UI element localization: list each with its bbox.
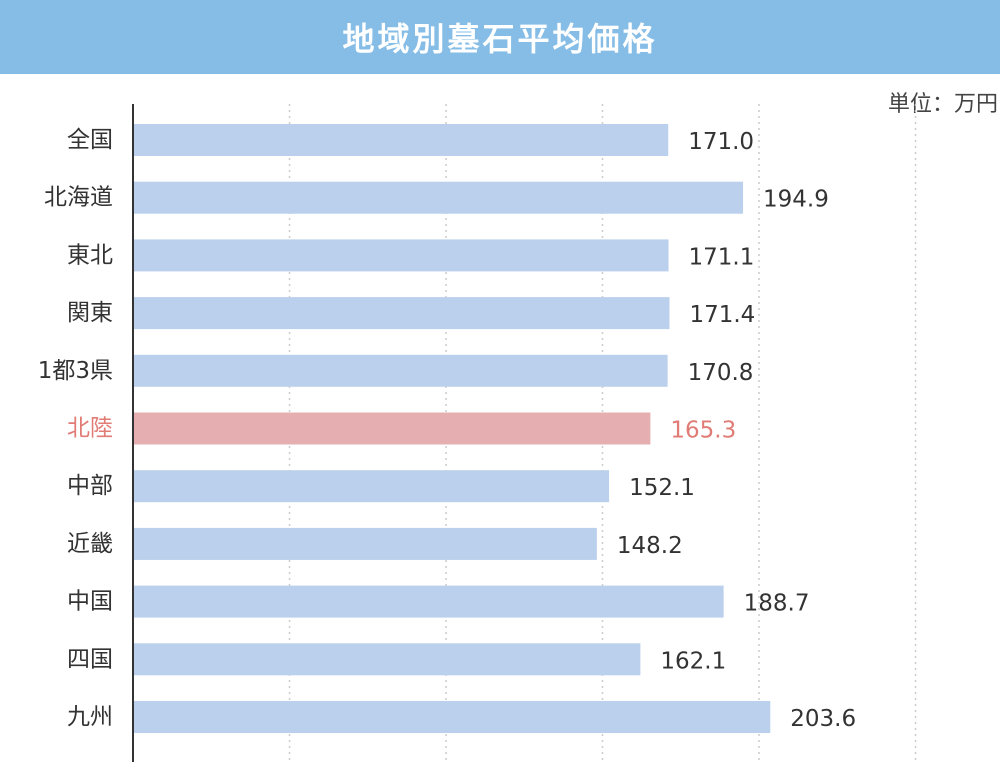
bar-5 [133,412,651,445]
value-label: 171.4 [689,302,755,328]
chart-title: 地域別墓石平均価格 [342,20,658,58]
chart-title-bar: 地域別墓石平均価格 [0,0,1000,74]
bar-8 [133,585,724,618]
category-label: 東北 [67,242,113,268]
unit-label: 単位：万円 [887,92,998,117]
value-label: 152.1 [629,475,695,501]
bar-7 [133,527,597,560]
category-label: 中部 [67,473,113,499]
bar-1 [133,181,744,214]
value-label: 148.2 [617,533,683,559]
value-label: 171.0 [688,129,754,155]
value-label: 194.9 [763,187,829,213]
value-label: 188.7 [744,591,810,617]
bar-2 [133,239,669,272]
category-label: 近畿 [67,531,113,557]
category-label: 四国 [67,646,113,672]
bar-10 [133,701,771,733]
bar-4 [133,354,668,387]
category-label: 中国 [67,589,113,615]
bar-9 [133,643,641,676]
bar-3 [133,297,670,330]
bar-0 [133,124,669,156]
category-label: 全国 [67,127,113,153]
category-label: 北海道 [44,185,113,211]
category-label: 北陸 [67,416,113,442]
category-label: 1都3県 [38,358,113,384]
value-label: 165.3 [670,418,736,444]
value-label: 203.6 [790,706,856,732]
bar-6 [133,470,610,503]
category-label: 関東 [67,300,113,326]
value-label: 162.1 [660,648,726,674]
value-label: 170.8 [688,360,754,386]
value-label: 171.1 [689,244,755,270]
category-label: 九州 [67,704,113,730]
